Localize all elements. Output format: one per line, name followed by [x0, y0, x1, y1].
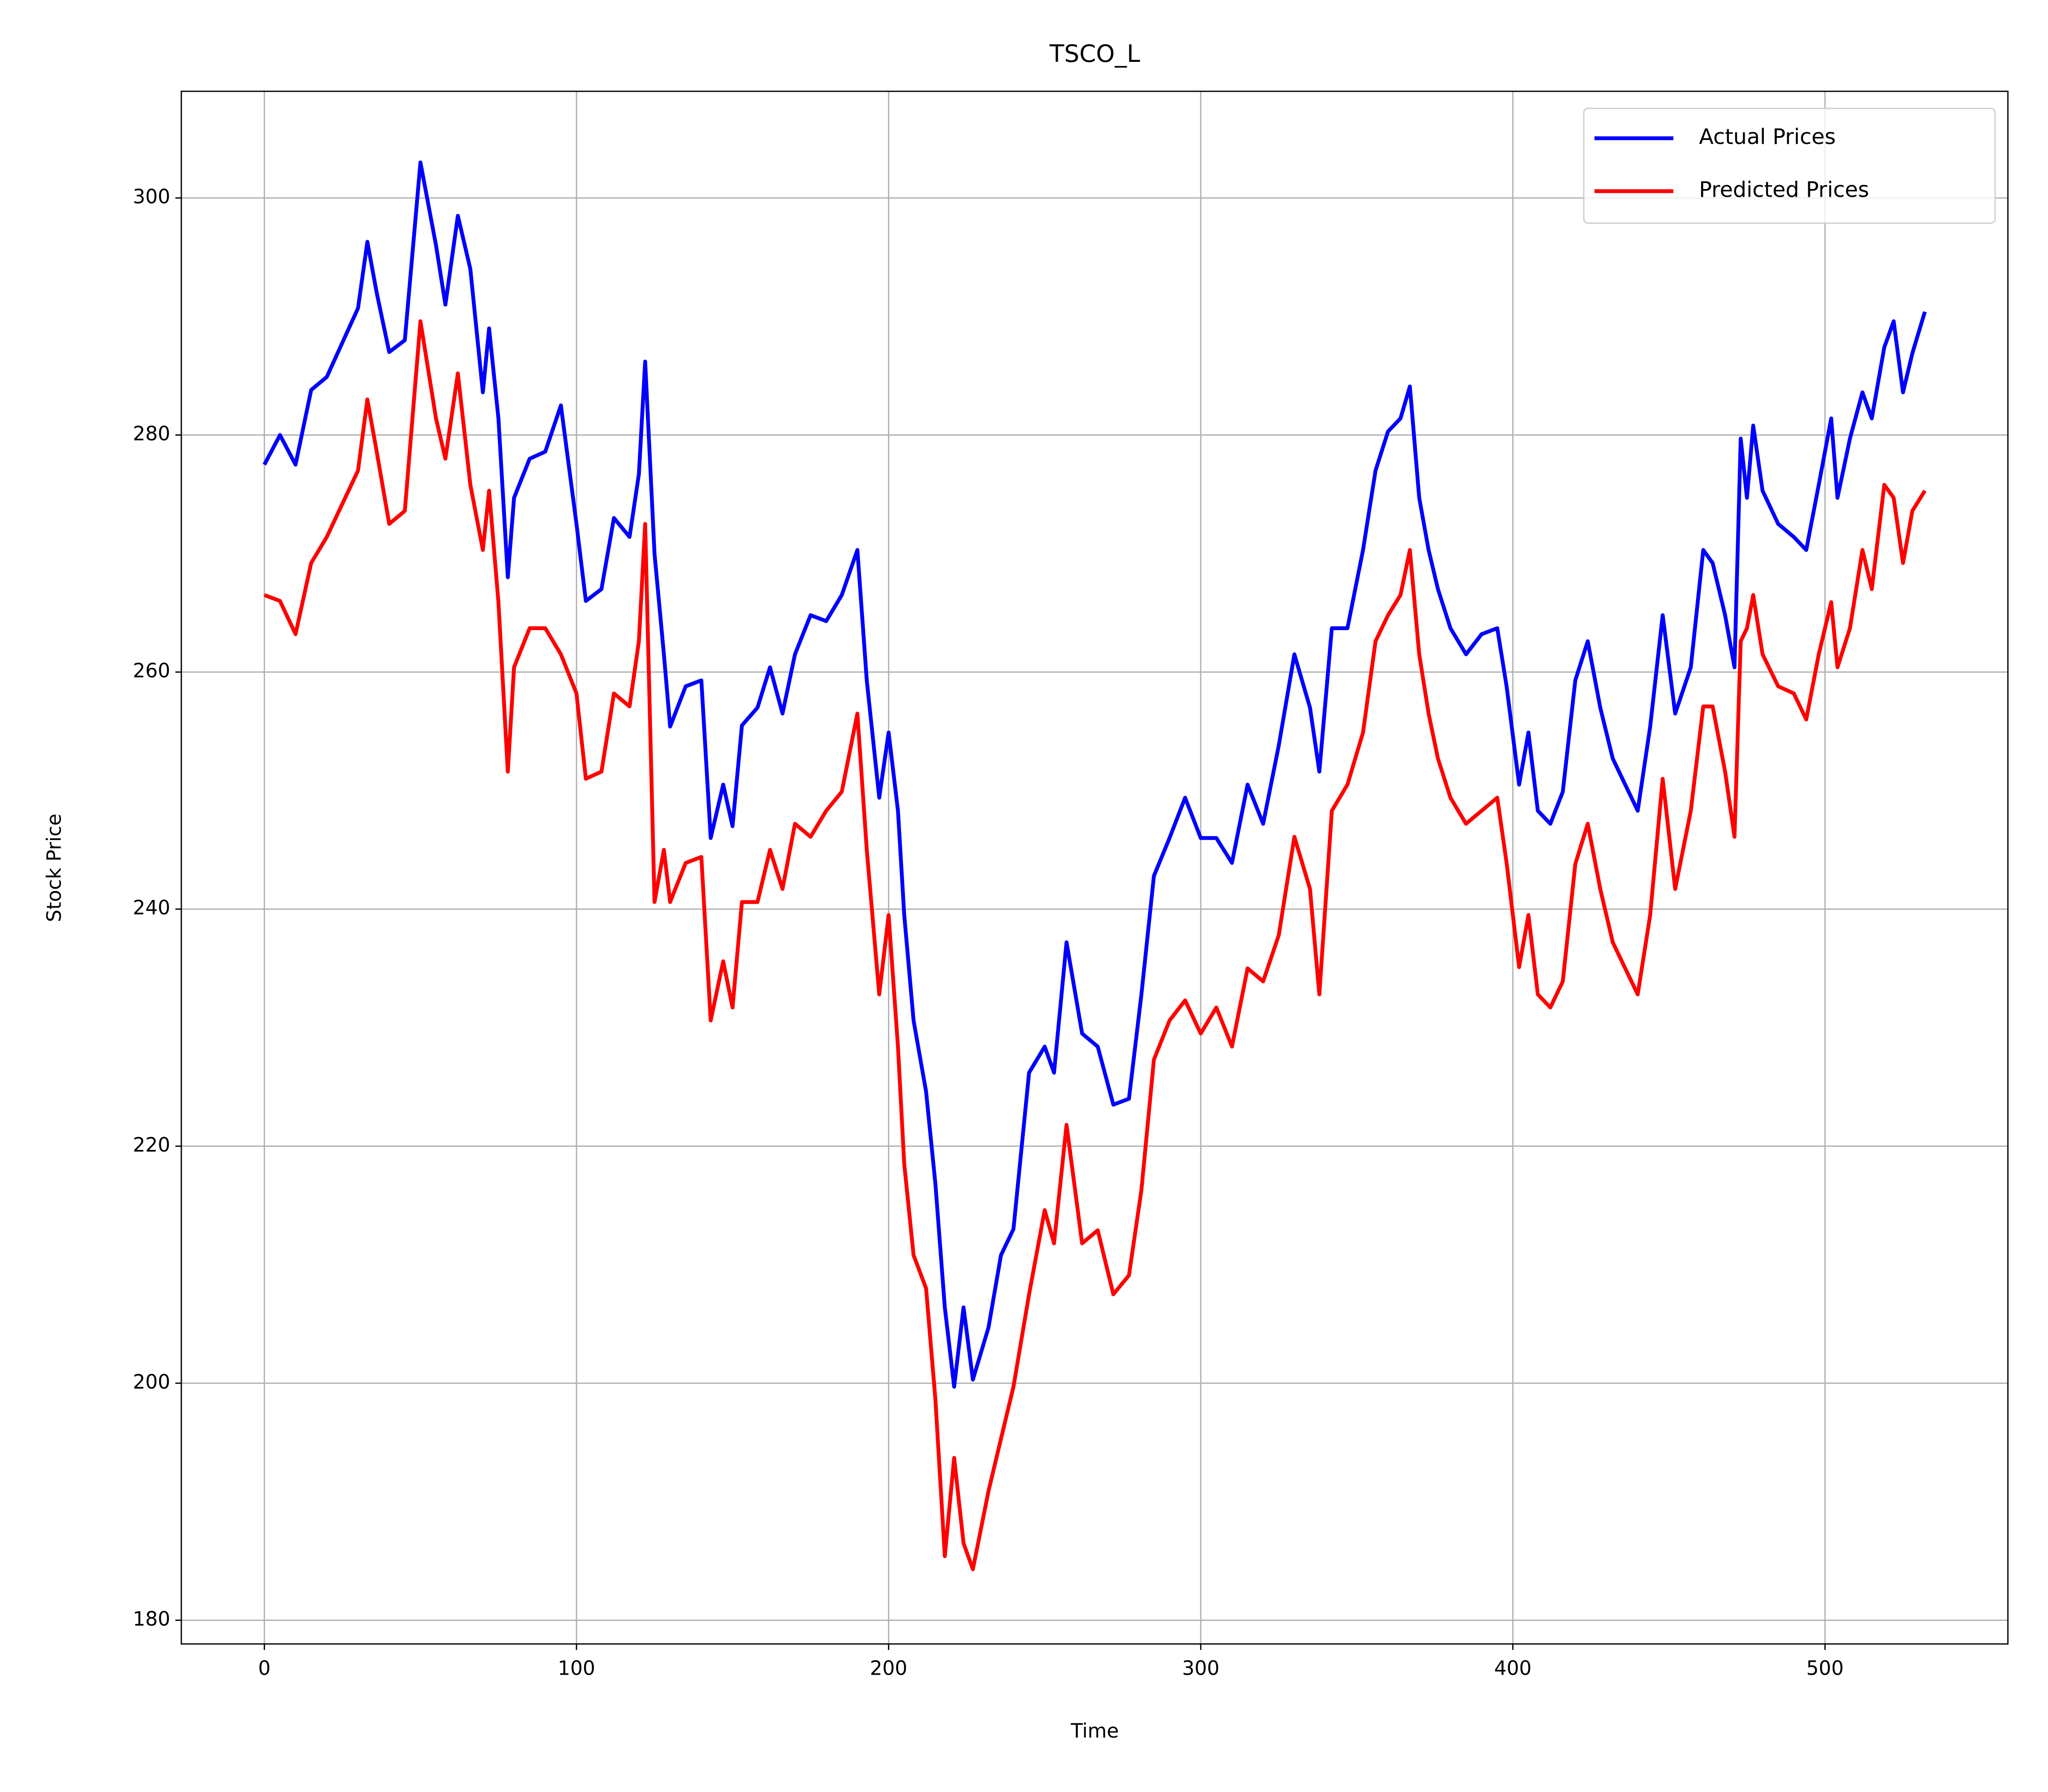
y-tick-label: 180 [133, 1607, 170, 1630]
y-tick-label: 200 [133, 1370, 170, 1393]
data-line [262, 160, 1927, 1389]
legend-label: Actual Prices [1699, 125, 1836, 149]
chart-title: TSCO_L [1049, 40, 1140, 68]
x-tick-label: 500 [1806, 1657, 1844, 1680]
x-tick-label: 0 [258, 1657, 271, 1680]
y-tick-label: 260 [133, 659, 170, 682]
y-tick-label: 220 [133, 1133, 170, 1156]
legend: Actual Prices Predicted Prices [1583, 108, 1996, 224]
x-tick-label: 300 [1182, 1657, 1219, 1680]
y-tick-label: 300 [133, 185, 170, 208]
y-tick-label: 240 [133, 896, 170, 919]
data-line [264, 319, 1927, 1571]
legend-box [1583, 108, 1996, 224]
y-axis-label: Stock Price [43, 814, 66, 922]
x-tick-label: 100 [558, 1657, 595, 1680]
plot-frame [180, 90, 2009, 1645]
x-tick-label: 200 [870, 1657, 908, 1680]
x-tick-label: 400 [1494, 1657, 1532, 1680]
x-axis-label: Time [1071, 1719, 1119, 1743]
legend-label: Predicted Prices [1699, 177, 1869, 202]
y-tick-label: 280 [133, 422, 170, 445]
